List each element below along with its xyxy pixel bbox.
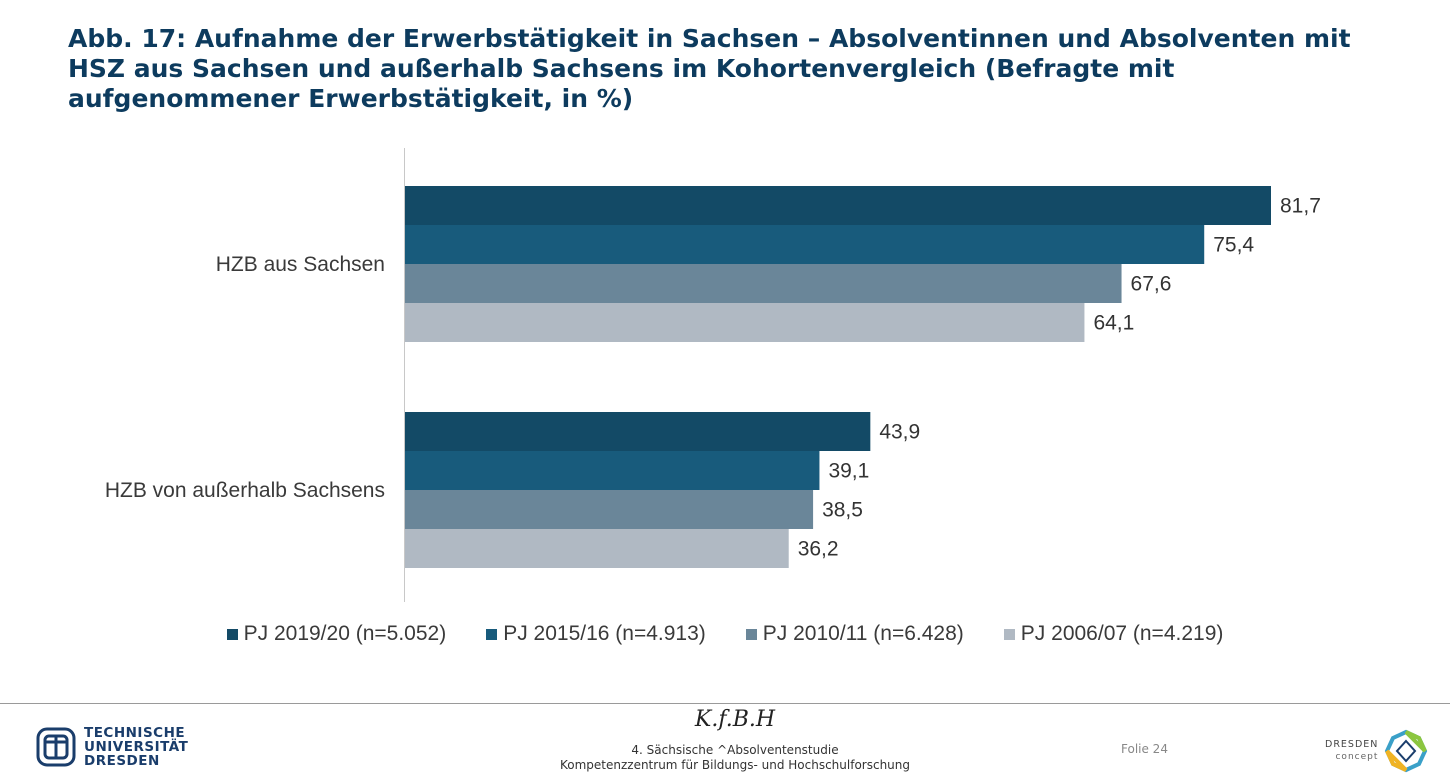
- tu-dresden-logo: TECHNISCHE UNIVERSITÄT DRESDEN: [36, 726, 188, 768]
- tu-dresden-emblem-icon: [36, 727, 76, 767]
- legend-swatch: [1003, 628, 1015, 640]
- footer-center-text: 4. Sächsische ^Absolventenstudie Kompete…: [500, 743, 970, 773]
- bars-group: 81,7 75,4 67,6 64,1 43,9 39,1 38,5 36,2: [405, 186, 1321, 568]
- tu-dresden-wordmark: TECHNISCHE UNIVERSITÄT DRESDEN: [84, 726, 188, 768]
- category-label: HZB von außerhalb Sachsens: [105, 479, 385, 502]
- slide-title: Abb. 17: Aufnahme der Erwerbstätigkeit i…: [68, 24, 1351, 113]
- legend-label: PJ 2010/11 (n=6.428): [762, 622, 964, 645]
- data-label: 36,2: [798, 538, 839, 561]
- bar-chart: 81,7 75,4 67,6 64,1 43,9 39,1 38,5 36,2 HZB aus…: [105, 148, 1321, 602]
- dresden-concept-emblem-icon: [1385, 729, 1428, 773]
- bar-hzb-von-au-erhalb-sachsens-pj-2010-11-n-6-428: [405, 490, 814, 529]
- legend-label: PJ 2006/07 (n=4.219): [1020, 622, 1224, 645]
- bar-hzb-aus-sachsen-pj-2015-16-n-4-913: [405, 225, 1205, 264]
- slide-number: Folie 24: [1121, 742, 1168, 756]
- dresden-concept-logo: DRESDEN concept: [1325, 729, 1428, 773]
- footer-study-name: 4. Sächsische ^Absolventenstudie: [631, 743, 839, 757]
- legend-item: PJ 2010/11 (n=6.428): [745, 622, 964, 646]
- legend-item: PJ 2019/20 (n=5.052): [226, 622, 447, 646]
- footer-institution: Kompetenzzentrum für Bildungs- und Hochs…: [559, 758, 911, 772]
- data-label: 75,4: [1213, 234, 1254, 257]
- legend-label: PJ 2015/16 (n=4.913): [503, 622, 706, 645]
- dc-line-2: concept: [1335, 752, 1379, 762]
- data-label: 39,1: [828, 460, 869, 483]
- chart-legend: PJ 2019/20 (n=5.052) PJ 2015/16 (n=4.913)…: [0, 622, 1450, 646]
- bar-hzb-von-au-erhalb-sachsens-pj-2019-20-n-5-052: [405, 412, 871, 451]
- legend-swatch: [226, 628, 238, 640]
- category-label: HZB aus Sachsen: [216, 253, 385, 276]
- dc-line-1: DRESDEN: [1325, 739, 1379, 750]
- legend-label: PJ 2019/20 (n=5.052): [243, 622, 447, 645]
- bar-hzb-von-au-erhalb-sachsens-pj-2006-07-n-4-219: [405, 529, 789, 568]
- legend-swatch: [486, 628, 498, 640]
- tud-line-2: UNIVERSITÄT: [84, 739, 189, 755]
- data-label: 67,6: [1131, 273, 1172, 296]
- data-label: 38,5: [822, 499, 863, 522]
- dresden-concept-wordmark: DRESDEN concept: [1325, 739, 1378, 763]
- bar-hzb-aus-sachsen-pj-2006-07-n-4-219: [405, 303, 1085, 342]
- bar-hzb-von-au-erhalb-sachsens-pj-2015-16-n-4-913: [405, 451, 820, 490]
- legend-item: PJ 2006/07 (n=4.219): [1003, 622, 1224, 646]
- legend-item: PJ 2015/16 (n=4.913): [486, 622, 706, 646]
- kfbh-logo: K.f.B.H: [694, 707, 776, 732]
- data-label: 43,9: [879, 421, 920, 444]
- footer-divider: [0, 703, 1450, 704]
- data-label: 64,1: [1093, 312, 1134, 335]
- legend-swatch: [745, 628, 757, 640]
- data-label: 81,7: [1280, 195, 1321, 218]
- bar-hzb-aus-sachsen-pj-2010-11-n-6-428: [405, 264, 1122, 303]
- bar-hzb-aus-sachsen-pj-2019-20-n-5-052: [405, 186, 1271, 225]
- tud-line-1: TECHNISCHE: [84, 725, 186, 741]
- tud-line-3: DRESDEN: [84, 753, 160, 769]
